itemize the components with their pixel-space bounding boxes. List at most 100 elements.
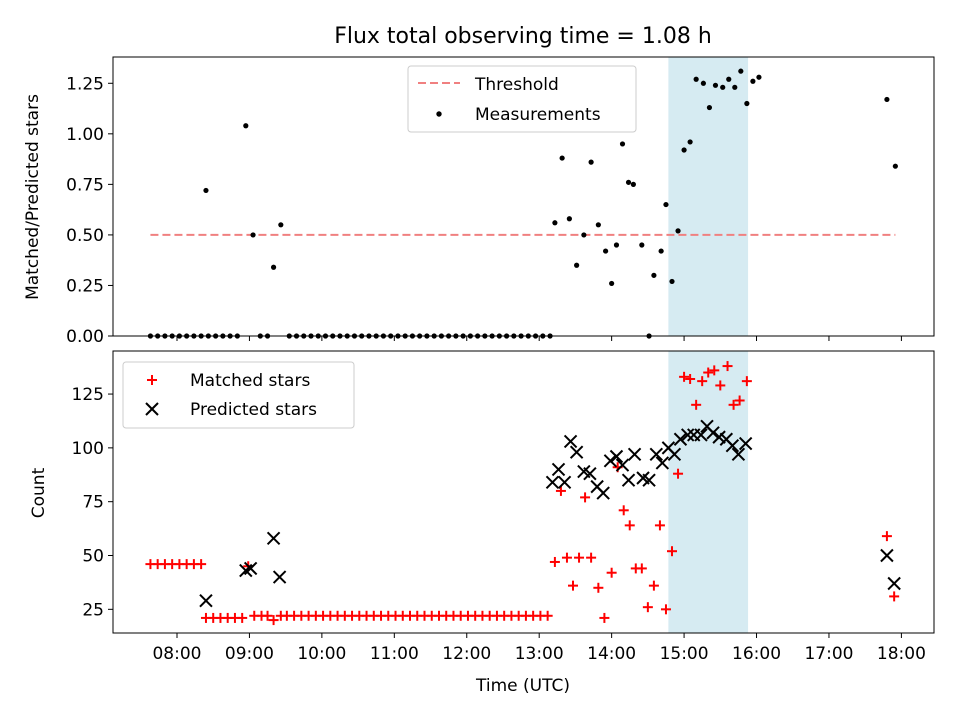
y-tick-label: 0.00: [66, 327, 104, 347]
measurement-point: [706, 104, 713, 111]
measurement-point: [278, 222, 284, 228]
matched-star-point: [268, 615, 279, 626]
predicted-star-point: [551, 462, 566, 477]
legend-measurements-label: Measurements: [475, 105, 601, 125]
bottom-legend-box: [122, 361, 355, 429]
matched-star-point: [555, 485, 566, 496]
matched-star-point: [691, 399, 702, 410]
predicted-star-point: [642, 473, 656, 487]
matched-star-point: [624, 520, 635, 531]
matched-star-point: [697, 376, 708, 387]
legend-predicted-swatch: [145, 402, 159, 416]
predicted-star-point: [615, 458, 630, 472]
y-tick-label: 1.25: [66, 74, 104, 94]
predicted-star-point: [627, 447, 642, 462]
measurement-point: [663, 201, 669, 208]
predicted-star-point: [887, 576, 901, 591]
measurement-point: [712, 82, 719, 88]
measurement-point: [732, 84, 738, 90]
bottom-y-axis: 25 50 75 100 125: [72, 385, 113, 620]
measurement-point: [720, 84, 726, 90]
measurement-point: [639, 242, 645, 248]
matched-star-point: [722, 361, 733, 372]
measurement-point: [609, 280, 615, 287]
matched-star-point: [741, 376, 752, 387]
legend-predicted-label: Predicted stars: [190, 400, 317, 420]
matched-star-point: [636, 563, 647, 574]
measurement-point: [681, 147, 687, 153]
predicted-star-point: [583, 466, 597, 481]
measurement-point: [726, 76, 732, 82]
predicted-star-point: [725, 439, 740, 453]
y-tick-label: 100: [72, 439, 104, 459]
matched-star-point: [667, 546, 678, 557]
matched-star-point: [561, 552, 572, 563]
y-tick-label: 0.25: [66, 276, 104, 296]
matched-star-point: [654, 520, 665, 531]
x-tick-label: 15:00: [660, 644, 709, 664]
matched-star-point: [685, 373, 696, 384]
matched-star-point: [618, 505, 629, 516]
bottom-x-axis: 08:00 09:00 10:00 11:00 12:00 13:00 14:00 15:00…: [152, 633, 926, 664]
measurement-point: [892, 163, 898, 169]
measurement-point: [581, 232, 587, 238]
predicted-star-point: [731, 447, 746, 462]
top-legend: Threshold Measurements: [407, 65, 637, 133]
measurement-point: [750, 78, 756, 84]
top-y-axis: 0.00 0.25 0.50 0.75 1.00 1.25: [66, 74, 113, 347]
top-legend-box: [407, 65, 637, 133]
predicted-star-point: [673, 432, 688, 446]
matched-star-point: [734, 395, 745, 406]
measurement-point: [619, 141, 626, 147]
y-tick-label: 1.00: [66, 125, 104, 145]
x-tick-label: 08:00: [152, 644, 201, 664]
top-panel: 0.00 0.25 0.50 0.75 1.00 1.25 Matched/Predict…: [23, 56, 935, 347]
predicted-star-point: [603, 454, 618, 468]
matched-star-point: [574, 552, 585, 563]
legend-threshold-label: Threshold: [474, 75, 559, 95]
matched-star-point: [593, 582, 604, 593]
measurement-point: [250, 232, 256, 238]
measurement-point: [603, 248, 609, 254]
predicted-star-point: [563, 434, 578, 449]
measurement-point: [738, 68, 744, 74]
bottom-legend: Matched stars Predicted stars: [122, 361, 355, 429]
measurement-point: [566, 216, 572, 222]
matched-star-point: [568, 580, 579, 591]
matched-star-point: [580, 492, 591, 503]
chart-title: Flux total observing time = 1.08 h: [334, 24, 712, 49]
bottom-y-axis-label: Count: [29, 467, 49, 518]
predicted-star-point: [545, 475, 560, 490]
predicted-star-point: [706, 426, 720, 440]
predicted-star-point: [596, 486, 610, 500]
matched-star-point: [889, 591, 900, 602]
predicted-star-point: [272, 570, 287, 584]
measurement-point: [595, 222, 601, 228]
x-tick-label: 10:00: [297, 644, 346, 664]
measurement-point: [884, 96, 890, 103]
matched-star-point: [660, 604, 671, 615]
matched-star-point: [673, 468, 684, 479]
predicted-star-point: [609, 449, 624, 464]
measurement-point: [625, 179, 632, 185]
measurement-point: [651, 272, 657, 278]
y-tick-label: 125: [72, 385, 104, 405]
measurement-point: [243, 123, 249, 129]
matched-star-point: [542, 610, 553, 621]
y-tick-label: 0.50: [66, 226, 104, 246]
matched-star-point: [728, 399, 739, 410]
predicted-star-point: [266, 531, 281, 545]
matched-star-point: [262, 610, 273, 621]
predicted-star-point: [667, 447, 682, 462]
bottom-panel: 25 50 75 100 125 08:00 09:00 10:00 11:00 12:00 13…: [29, 350, 935, 696]
matched-star-point: [237, 612, 248, 623]
y-tick-label: 0.75: [66, 175, 104, 195]
x-tick-label: 09:00: [225, 644, 274, 664]
matched-star-point: [703, 367, 714, 378]
matched-star-point: [679, 371, 690, 382]
predicted-star-point: [694, 428, 708, 442]
top-y-axis-label: Matched/Predicted stars: [23, 94, 43, 300]
measurement-point: [756, 74, 762, 80]
top-x-ticks: [176, 336, 902, 341]
